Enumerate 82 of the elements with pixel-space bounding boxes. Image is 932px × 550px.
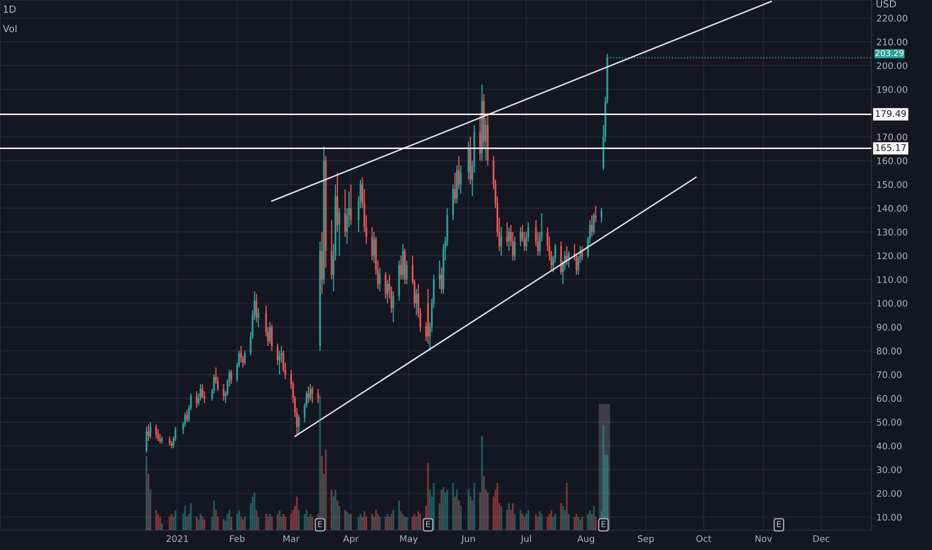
candlestick: [402, 243, 404, 280]
annotation: E: [602, 521, 606, 528]
y-tick-label: 60.00: [876, 395, 902, 402]
candlestick: [157, 428, 159, 442]
candlestick: [321, 231, 323, 294]
y-tick-label: 10.00: [877, 514, 902, 521]
candlestick: [371, 226, 373, 262]
y-tick-label: 70.00: [877, 371, 902, 378]
x-tick-label: Jul: [520, 535, 531, 544]
candlestick: [330, 220, 332, 280]
candlestick: [416, 288, 418, 316]
candlestick: [438, 260, 440, 290]
candlestick: [240, 345, 242, 364]
candlestick: [400, 255, 402, 280]
candlestick: [520, 226, 522, 247]
candlestick: [146, 426, 148, 454]
candlestick: [202, 383, 204, 399]
y-tick-label: 150.00: [877, 181, 908, 188]
annotation: E: [318, 521, 322, 528]
y-tick-label: 170.00: [877, 134, 908, 140]
candlestick: [508, 226, 510, 252]
candlestick: [454, 172, 456, 204]
candlestick: [257, 307, 260, 328]
candlestick: [386, 278, 388, 304]
candlestick: [269, 322, 271, 344]
y-tick-label: 80.00: [876, 348, 902, 354]
y-axis-title: USD: [876, 0, 896, 8]
y-tick-label: 20.00: [876, 490, 902, 497]
x-tick-label: Sep: [638, 535, 654, 544]
candlestick: [479, 112, 481, 162]
candlestick: [481, 84, 483, 162]
x-tick-label: 2021: [166, 535, 188, 542]
candlestick: [186, 410, 188, 423]
candlestick: [427, 288, 429, 344]
candlestick: [308, 386, 310, 404]
y-tick-label: 120.00: [877, 252, 908, 260]
candlestick: [317, 388, 319, 404]
x-tick-label: Jun: [460, 535, 475, 544]
candlestick: [148, 424, 150, 442]
x-tick-label: Apr: [343, 535, 359, 544]
x-tick-label: Mar: [283, 535, 300, 542]
candlestick: [560, 240, 562, 276]
y-tick-label: 140.00: [877, 204, 908, 212]
candlestick: [468, 141, 470, 180]
ref-line-label: 179.49: [876, 110, 906, 117]
y-tick-label: 90.00: [876, 324, 902, 331]
y-tick-label: 130.00: [877, 228, 908, 236]
candlestick: [256, 293, 258, 323]
candlestick: [600, 208, 602, 223]
y-tick-label: 50.00: [876, 418, 902, 426]
candlestick: [168, 436, 171, 446]
chart-title: Vol: [2, 24, 16, 32]
y-tick-label: 210.00: [876, 38, 908, 46]
candlestick: [384, 272, 386, 300]
x-tick-label: Dec: [813, 535, 830, 542]
y-tick-label: 190.00: [877, 86, 908, 93]
candlestick: [373, 231, 375, 264]
x-tick-label: May: [400, 535, 418, 544]
y-tick-label: 40.00: [876, 442, 902, 450]
candlestick: [278, 350, 280, 376]
annotation: E: [426, 521, 430, 528]
candlestick: [159, 433, 161, 444]
x-tick-label: Nov: [756, 535, 772, 542]
y-tick-label: 160.00: [877, 157, 908, 164]
y-tick-label: 30.00: [876, 466, 902, 474]
candlestick: [506, 222, 508, 247]
x-tick-label: Aug: [577, 535, 594, 544]
candlestick: [310, 383, 312, 402]
y-tick-label: 110.00: [877, 276, 908, 284]
x-tick-label: Feb: [230, 535, 245, 542]
candlestick: [230, 369, 232, 385]
chart-title: 1D: [4, 6, 16, 13]
x-tick-label: Oct: [696, 535, 712, 542]
candlestick: [440, 267, 442, 294]
ref-line-label: 165.17: [876, 144, 906, 151]
candlestick: [200, 383, 202, 402]
y-tick-label: 200.00: [876, 62, 908, 70]
y-tick-label: 220.00: [876, 14, 908, 22]
annotation: E: [777, 521, 781, 528]
annotation: 203.29: [876, 50, 904, 56]
y-tick-label: 100.00: [877, 300, 908, 307]
candlestick: [344, 188, 346, 238]
